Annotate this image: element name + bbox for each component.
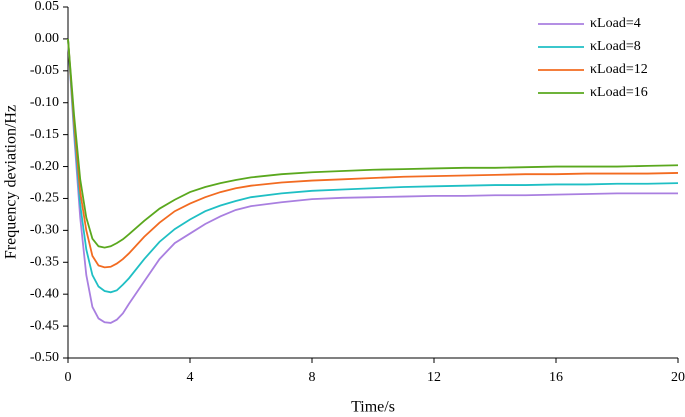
y-tick-label: -0.10 [30, 95, 59, 110]
y-tick-label: -0.05 [30, 63, 59, 78]
x-tick-label: 20 [671, 370, 685, 385]
series-line [67, 38, 679, 249]
y-tick-label: -0.45 [30, 318, 59, 333]
series-line [67, 38, 678, 324]
legend-label: κLoad=16 [590, 85, 648, 100]
x-tick-label: 16 [549, 370, 563, 385]
y-tick-label: -0.30 [30, 223, 59, 238]
x-tick-label: 8 [309, 370, 316, 385]
x-tick-label: 0 [65, 370, 72, 385]
y-tick-label: -0.15 [30, 127, 59, 142]
x-tick-label: 12 [427, 370, 441, 385]
y-tick-label: 0.00 [35, 31, 60, 46]
x-axis-title: Time/s [351, 399, 395, 416]
y-tick-label: 0.05 [35, 0, 60, 14]
y-tick-label: -0.35 [30, 254, 59, 269]
legend-label: κLoad=4 [590, 16, 641, 31]
legend-label: κLoad=12 [590, 62, 648, 77]
y-tick-label: -0.50 [30, 350, 59, 365]
legend-label: κLoad=8 [590, 39, 641, 54]
y-tick-label: -0.20 [30, 159, 59, 174]
series-line [67, 38, 679, 269]
y-tick-label: -0.40 [30, 286, 59, 301]
y-axis-title: Frequency deviation/Hz [3, 105, 20, 259]
y-tick-label: -0.25 [30, 191, 59, 206]
series-line [67, 38, 679, 294]
x-tick-label: 4 [187, 370, 194, 385]
